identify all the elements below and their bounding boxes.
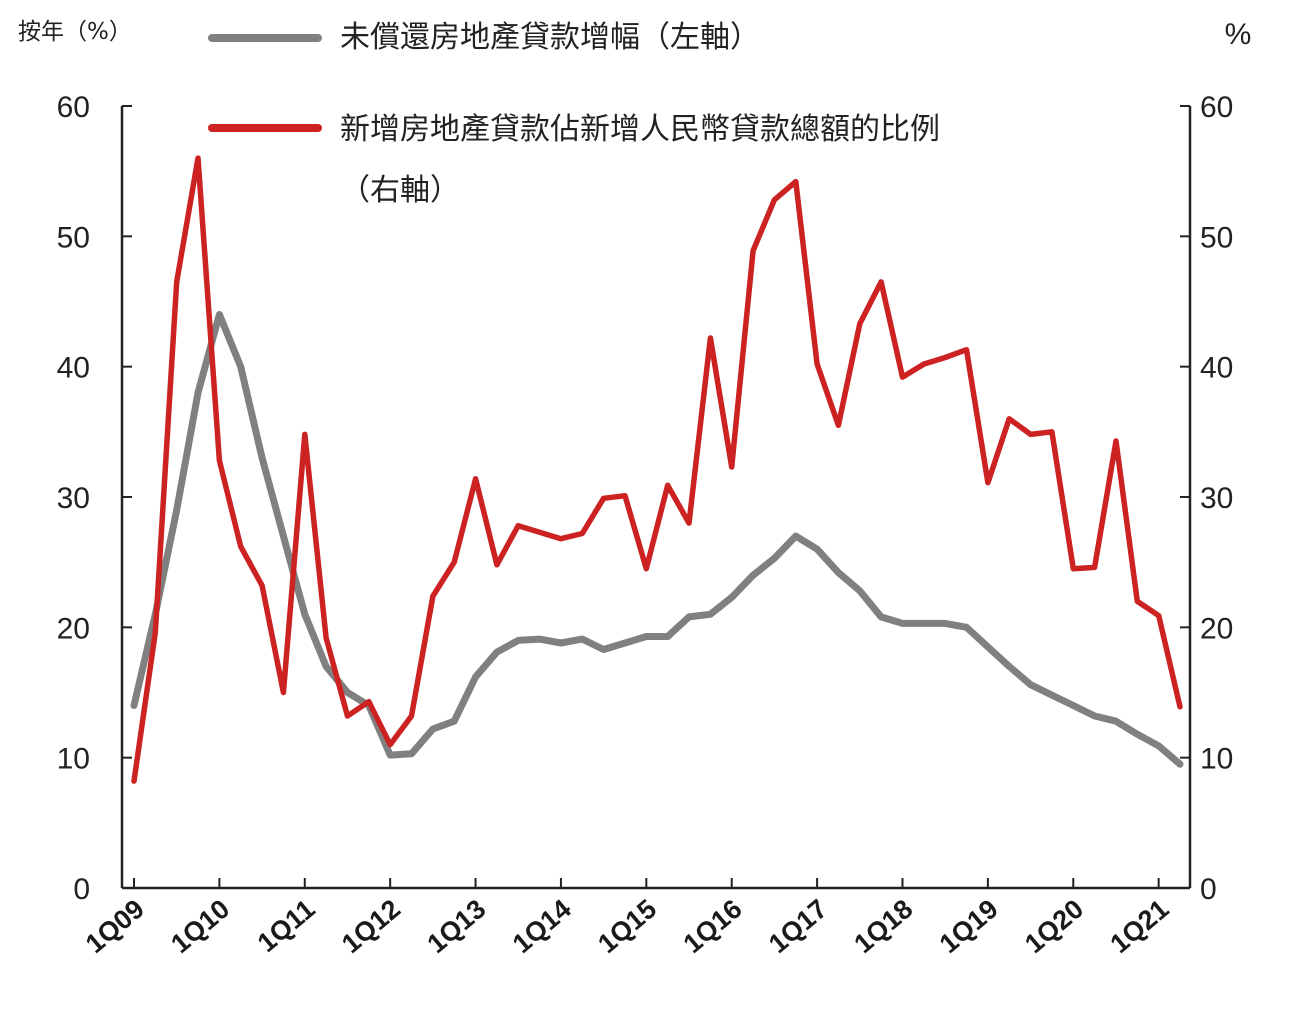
right-y-tick-label: 60: [1200, 91, 1233, 124]
left-y-tick-label: 20: [57, 612, 90, 645]
legend-label-outstanding-loans: 未償還房地產貸款增幅（左軸）: [340, 20, 760, 55]
right-y-tick-label: 30: [1200, 482, 1233, 515]
x-tick-label: 1Q10: [165, 894, 235, 959]
left-y-ticks: 0 10 20 30 40 50 60: [57, 91, 132, 906]
x-tick-label: 1Q16: [678, 894, 748, 959]
x-tick-label: 1Q18: [848, 894, 918, 959]
series-line-new-loans-share: [131, 155, 1183, 784]
x-tick-label: 1Q20: [1019, 894, 1089, 959]
right-axis-unit: %: [1225, 18, 1252, 51]
x-ticks: 1Q09 1Q10 1Q11 1Q12 1Q13 1Q14 1Q15 1Q16 1Q17 1Q18…: [80, 878, 1175, 959]
series-line-outstanding-loans: [130, 311, 1184, 768]
right-y-tick-label: 0: [1200, 873, 1217, 906]
x-tick-label: 1Q14: [507, 894, 577, 959]
legend: 未償還房地產貸款增幅（左軸） 新增房地產貸款佔新增人民幣貸款總額的比例 （右軸）: [208, 20, 950, 208]
left-y-tick-label: 30: [57, 482, 90, 515]
left-axis-unit: 按年（%）: [18, 19, 132, 45]
left-y-tick-label: 40: [57, 352, 90, 385]
x-tick-label: 1Q09: [80, 894, 150, 959]
x-tick-label: 1Q21: [1105, 894, 1175, 959]
right-y-tick-label: 20: [1200, 612, 1233, 645]
left-y-tick-label: 10: [57, 743, 90, 776]
right-y-tick-label: 50: [1200, 221, 1233, 254]
right-y-tick-label: 40: [1200, 352, 1233, 385]
right-y-ticks: 0 10 20 30 40 50 60: [1180, 91, 1233, 906]
x-tick-label: 1Q19: [934, 894, 1004, 959]
x-tick-label: 1Q15: [592, 894, 662, 959]
series-layer: [130, 155, 1184, 784]
x-tick-label: 1Q11: [252, 894, 321, 958]
left-y-tick-label: 0: [73, 873, 90, 906]
legend-label-new-loans-share: 新增房地產貸款佔新增人民幣貸款總額的比例 （右軸）: [340, 112, 950, 208]
x-tick-label: 1Q17: [763, 894, 833, 959]
x-tick-label: 1Q13: [422, 894, 492, 959]
x-tick-label: 1Q12: [336, 894, 406, 959]
left-y-tick-label: 60: [57, 91, 90, 124]
left-y-tick-label: 50: [57, 221, 90, 254]
right-y-tick-label: 10: [1200, 743, 1233, 776]
